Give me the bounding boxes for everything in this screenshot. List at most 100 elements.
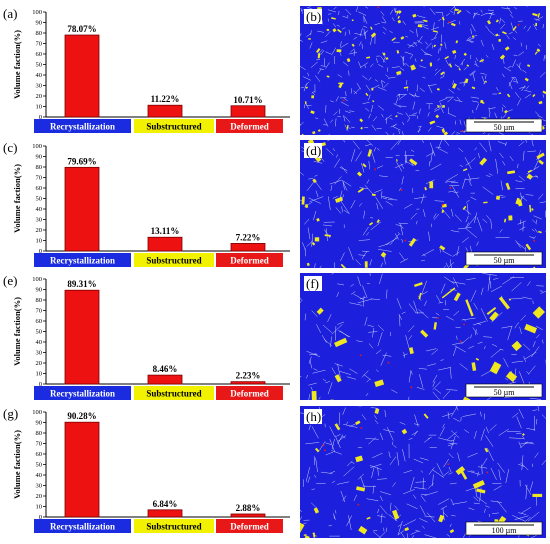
micrograph-2: (f) 50 µm bbox=[300, 273, 546, 400]
substructured-grain bbox=[351, 19, 354, 22]
y-tick-label: 0 bbox=[39, 114, 42, 121]
y-tick-label: 70 bbox=[36, 175, 43, 182]
deformed-grain bbox=[377, 6, 379, 9]
substructured-grain bbox=[332, 28, 337, 33]
substructured-grain bbox=[312, 178, 317, 184]
y-tick-label: 80 bbox=[36, 430, 43, 437]
substructured-grain bbox=[300, 522, 305, 534]
substructured-grain bbox=[505, 371, 518, 382]
bar-substructured bbox=[147, 374, 183, 385]
value-label: 2.23% bbox=[236, 371, 261, 381]
substructured-grain bbox=[355, 420, 361, 425]
substructured-grain bbox=[475, 357, 480, 361]
substructured-grain bbox=[316, 307, 324, 315]
substructured-grain bbox=[331, 17, 336, 20]
deformed-grain bbox=[404, 239, 407, 242]
substructured-grain bbox=[334, 337, 348, 348]
y-tick-label: 0 bbox=[39, 381, 42, 388]
substructured-grain bbox=[429, 62, 433, 67]
substructured-grain bbox=[301, 133, 306, 135]
y-tick-label: 60 bbox=[36, 185, 43, 192]
substructured-grain bbox=[359, 118, 364, 123]
panel-label: (e) bbox=[3, 273, 17, 288]
y-tick-label: 40 bbox=[36, 206, 43, 213]
substructured-grain bbox=[317, 129, 321, 132]
substructured-grain bbox=[441, 128, 446, 133]
substructured-grain bbox=[524, 323, 538, 334]
substructured-grain bbox=[464, 78, 469, 84]
bar-deformed bbox=[230, 381, 266, 385]
deformed-grain bbox=[360, 427, 363, 429]
substructured-grain bbox=[453, 292, 461, 302]
substructured-grain bbox=[369, 221, 374, 226]
micrograph-background bbox=[300, 273, 546, 400]
y-tick-label: 20 bbox=[36, 93, 43, 100]
category-box-recrystallization bbox=[34, 119, 131, 133]
substructured-grain bbox=[392, 509, 400, 520]
substructured-grain bbox=[324, 234, 331, 237]
deformed-grain bbox=[410, 386, 413, 389]
category-box-substructured bbox=[134, 386, 214, 400]
category-label: Deformed bbox=[230, 389, 268, 399]
substructured-grain bbox=[499, 54, 506, 60]
chart-panel-3: (g) Volume faction(%) 0 10 20 30 40 50 60 70 80 90 1… bbox=[3, 406, 290, 533]
y-tick-label: 20 bbox=[36, 360, 43, 367]
y-tick-label: 40 bbox=[36, 472, 43, 479]
panel-label: (f) bbox=[306, 276, 319, 291]
substructured-grain bbox=[395, 115, 398, 118]
chart-panel-0: (a) Volume faction(%) 0 10 20 30 40 50 60 70 80 90 1… bbox=[3, 6, 290, 133]
substructured-grain bbox=[454, 8, 459, 11]
substructured-grain bbox=[471, 362, 477, 371]
panel-label-bg bbox=[304, 409, 322, 424]
substructured-grain bbox=[484, 80, 488, 83]
substructured-grain bbox=[371, 87, 374, 91]
micrograph-texture bbox=[300, 6, 546, 135]
y-axis-label: Volume faction(%) bbox=[12, 430, 22, 499]
substructured-grain bbox=[436, 88, 440, 91]
panel-label: (a) bbox=[3, 6, 17, 21]
substructured-grain bbox=[538, 230, 542, 234]
substructured-grain bbox=[423, 19, 428, 23]
substructured-grain bbox=[532, 94, 536, 98]
substructured-grain bbox=[418, 292, 422, 300]
substructured-grain bbox=[330, 399, 334, 400]
substructured-grain bbox=[436, 104, 440, 108]
substructured-grain bbox=[396, 70, 402, 75]
panel-label: (c) bbox=[3, 140, 17, 155]
substructured-grain bbox=[542, 90, 546, 95]
substructured-grain bbox=[441, 16, 445, 21]
bar-substructured bbox=[147, 236, 183, 252]
value-label: 8.46% bbox=[153, 364, 178, 374]
substructured-grain bbox=[311, 95, 315, 99]
y-tick-label: 40 bbox=[36, 339, 43, 346]
substructured-grain bbox=[310, 110, 315, 115]
substructured-grain bbox=[505, 182, 511, 190]
deformed-grain bbox=[357, 503, 360, 506]
micrograph-background bbox=[300, 140, 546, 268]
category-box-substructured bbox=[134, 119, 214, 133]
y-tick-label: 60 bbox=[36, 51, 43, 58]
y-tick-label: 70 bbox=[36, 441, 43, 448]
deformed-grain bbox=[322, 444, 325, 447]
category-label: Recrystallization bbox=[50, 522, 115, 532]
panel-label: (d) bbox=[306, 143, 321, 158]
substructured-grain bbox=[409, 158, 418, 166]
substructured-grain bbox=[410, 66, 417, 71]
y-tick-label: 20 bbox=[36, 227, 43, 234]
micrograph-1: (d) 50 µm bbox=[300, 140, 546, 268]
category-label: Substructured bbox=[146, 256, 201, 266]
y-tick-label: 10 bbox=[36, 504, 43, 511]
scale-bar-label: 50 µm bbox=[494, 256, 516, 265]
y-tick-label: 100 bbox=[32, 409, 42, 416]
micrograph-texture bbox=[300, 273, 546, 400]
micrograph-background bbox=[300, 406, 546, 538]
deformed-grain bbox=[459, 340, 462, 343]
substructured-grain bbox=[471, 35, 475, 38]
substructured-grain bbox=[432, 30, 438, 33]
category-box-recrystallization bbox=[34, 519, 131, 533]
substructured-grain bbox=[495, 33, 499, 37]
scale-bar-label: 50 µm bbox=[494, 388, 516, 397]
deformed-grain bbox=[517, 24, 520, 26]
substructured-grain bbox=[536, 48, 541, 53]
deformed-grain bbox=[437, 317, 439, 319]
